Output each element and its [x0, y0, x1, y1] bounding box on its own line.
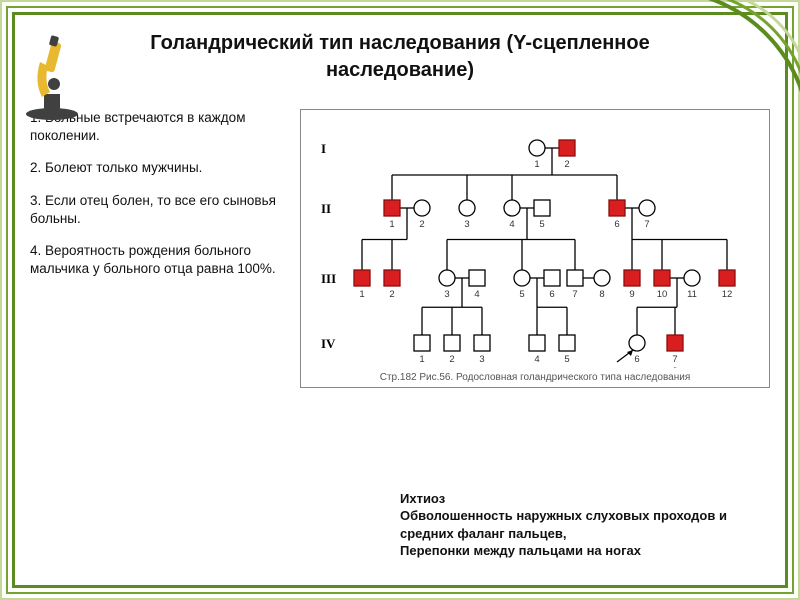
point-2: 2. Болеют только мужчины. [30, 159, 285, 177]
svg-text:12: 12 [722, 289, 733, 300]
svg-text:6: 6 [634, 354, 639, 365]
disease-3: Перепонки между пальцами на ногах [400, 542, 770, 560]
svg-text:4: 4 [474, 289, 479, 300]
svg-text:6: 6 [614, 219, 619, 230]
diseases-list: Ихтиоз Обволошенность наружных слуховых … [400, 490, 770, 560]
svg-text:4: 4 [534, 354, 539, 365]
svg-text:1: 1 [534, 159, 539, 170]
title-line-1: Голандрический тип наследования (Y-сцепл… [150, 32, 649, 54]
svg-text:2: 2 [564, 159, 569, 170]
svg-text:2: 2 [419, 219, 424, 230]
point-3: 3. Если отец болен, то все его сыновья б… [30, 192, 285, 228]
svg-text:1: 1 [419, 354, 424, 365]
microscope-icon [22, 32, 82, 122]
disease-1: Ихтиоз [400, 490, 770, 508]
title-line-2: наследование) [326, 59, 474, 81]
svg-text:3: 3 [479, 354, 484, 365]
point-4: 4. Вероятность рождения больного мальчик… [30, 242, 285, 278]
pedigree-chart: IIIIIIIV12123456712345678910111212345678 [307, 118, 747, 368]
svg-text:4: 4 [509, 219, 514, 230]
svg-text:5: 5 [539, 219, 544, 230]
svg-text:7: 7 [572, 289, 577, 300]
svg-text:9: 9 [629, 289, 634, 300]
svg-text:5: 5 [564, 354, 569, 365]
svg-text:7: 7 [644, 219, 649, 230]
svg-text:7: 7 [672, 354, 677, 365]
disease-2: Обволошенность наружных слуховых проходо… [400, 507, 770, 542]
svg-text:2: 2 [449, 354, 454, 365]
svg-text:6: 6 [549, 289, 554, 300]
svg-text:8: 8 [599, 289, 604, 300]
svg-text:11: 11 [687, 289, 697, 300]
svg-text:II: II [321, 201, 331, 216]
points-list: 1. Больные встречаются в каждом поколени… [30, 109, 285, 388]
slide-title: Голандрический тип наследования (Y-сцепл… [100, 30, 700, 84]
svg-text:III: III [321, 271, 336, 286]
slide-content: Голандрический тип наследования (Y-сцепл… [30, 30, 770, 570]
svg-text:3: 3 [464, 219, 469, 230]
svg-text:2: 2 [389, 289, 394, 300]
pedigree-figure: IIIIIIIV12123456712345678910111212345678… [300, 109, 770, 388]
svg-text:1: 1 [389, 219, 394, 230]
pedigree-caption: Стр.182 Рис.56. Родословная голандрическ… [307, 372, 763, 383]
svg-text:1: 1 [359, 289, 364, 300]
svg-text:I: I [321, 141, 326, 156]
svg-text:5: 5 [519, 289, 524, 300]
svg-text:3: 3 [444, 289, 449, 300]
svg-text:10: 10 [657, 289, 668, 300]
svg-text:8: 8 [672, 366, 677, 368]
svg-text:IV: IV [321, 336, 336, 351]
